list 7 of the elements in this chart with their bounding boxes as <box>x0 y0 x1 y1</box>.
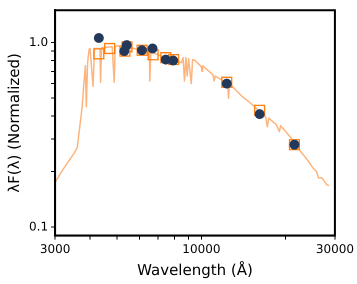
x-tick-label: 3000 <box>40 242 70 256</box>
x-tick-label: 10000 <box>182 242 220 256</box>
y-axis-title: λF(λ) (Normalized) <box>4 53 23 193</box>
y-tick-label: 0.1 <box>28 219 48 234</box>
x-tick-label: 30000 <box>316 242 354 256</box>
x-axis-title: Wavelength (Å) <box>137 260 253 279</box>
y-tick-label: 1.0 <box>28 34 48 49</box>
